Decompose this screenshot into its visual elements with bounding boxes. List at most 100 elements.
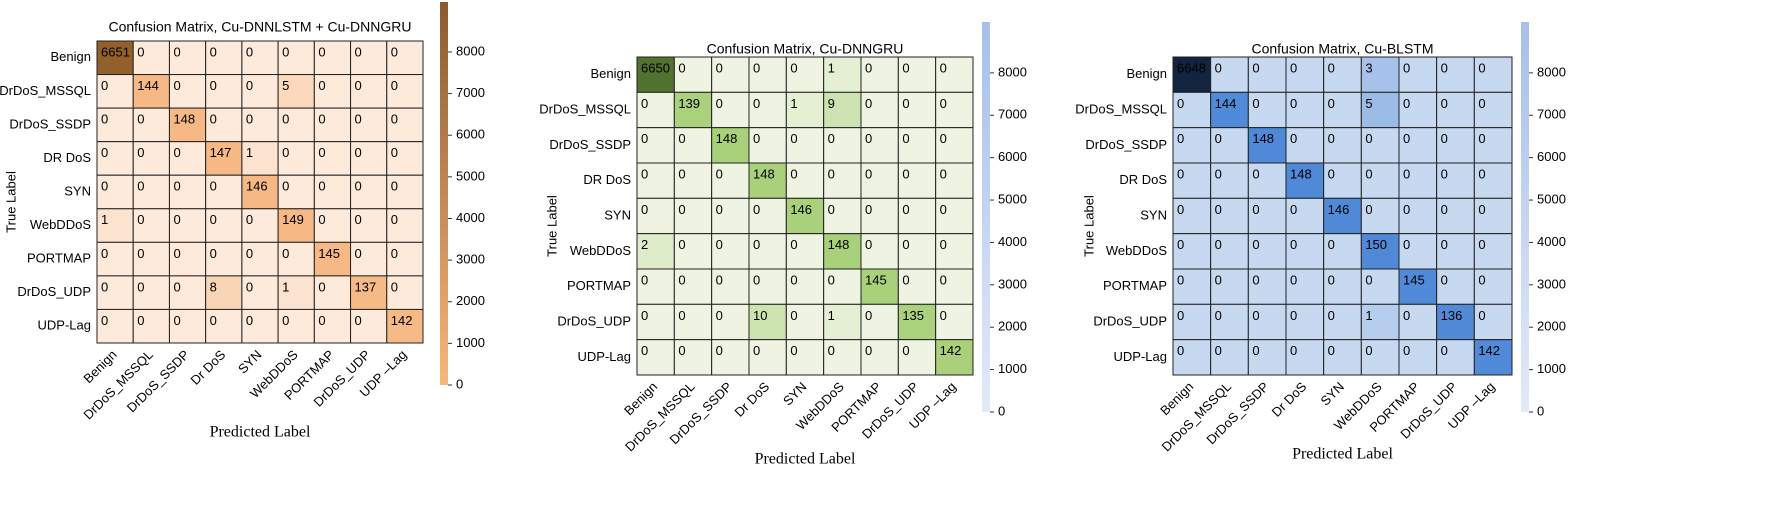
cell-label: 0 — [282, 246, 289, 261]
heatmap-cell — [823, 91, 862, 129]
cell-label: 0 — [101, 179, 108, 194]
y-tick-label: DrDoS_UDP — [17, 284, 91, 299]
heatmap-cell — [897, 233, 937, 270]
heatmap-cell — [1210, 233, 1249, 270]
cell-label: 0 — [716, 96, 723, 111]
cell-label: 0 — [716, 60, 723, 75]
heatmap-cell — [1398, 197, 1438, 235]
colorbar-tick-label: 7000 — [998, 107, 1027, 122]
heatmap-cell — [277, 40, 315, 76]
heatmap-cell — [277, 174, 315, 210]
cell-label: 0 — [318, 78, 325, 93]
cell-label: 0 — [1177, 237, 1184, 252]
heatmap-cell — [935, 233, 974, 270]
heatmap-cell — [636, 268, 675, 305]
heatmap-cell — [673, 233, 713, 270]
cell-label: 148 — [828, 237, 850, 252]
cell-label: 0 — [137, 112, 144, 127]
heatmap-cell — [1398, 339, 1438, 376]
cell-label: 0 — [1177, 343, 1184, 358]
y-tick-label: Benign — [591, 66, 631, 81]
cell-label: 0 — [641, 343, 648, 358]
heatmap-cell — [386, 308, 424, 344]
cell-label: 0 — [753, 202, 760, 217]
heatmap-cell — [96, 174, 134, 210]
heatmap-cell — [673, 303, 713, 341]
cell-label: 0 — [1177, 166, 1184, 181]
heatmap-cell — [350, 40, 388, 76]
heatmap-cell — [711, 268, 750, 305]
x-tick-label: Dr DoS — [188, 347, 229, 388]
y-tick-label: DR DoS — [1119, 172, 1167, 187]
heatmap-cell — [935, 303, 974, 341]
cell-label: 0 — [790, 343, 797, 358]
heatmap-cell — [350, 74, 388, 109]
cell-label: 0 — [716, 202, 723, 217]
cell-label: 148 — [173, 112, 195, 127]
cell-label: 8 — [210, 279, 217, 294]
cell-label: 0 — [210, 212, 217, 227]
cell-label: 0 — [1328, 166, 1335, 181]
heatmap-cell — [897, 268, 937, 305]
cell-label: 0 — [101, 78, 108, 93]
cell-label: 0 — [1290, 131, 1297, 146]
cell-label: 0 — [1290, 60, 1297, 75]
y-tick-label: SYN — [1140, 207, 1167, 222]
colorbar-tick-label: 6000 — [456, 127, 485, 142]
cell-label: 144 — [137, 78, 159, 93]
y-tick-label: Benign — [1127, 66, 1167, 81]
cell-label: 0 — [1215, 272, 1222, 287]
heatmap-cell — [1210, 127, 1249, 164]
heatmap-cell — [785, 339, 825, 376]
heatmap-cell — [1398, 268, 1438, 305]
heatmap-cell — [386, 74, 424, 109]
heatmap-cell — [241, 308, 279, 344]
cell-label: 0 — [1441, 131, 1448, 146]
cell-label: 5 — [1365, 96, 1372, 111]
heatmap-cell — [1210, 268, 1249, 305]
y-axis-label: True Label — [3, 171, 18, 233]
heatmap-cell — [673, 197, 713, 235]
cell-label: 0 — [902, 272, 909, 287]
heatmap-cell — [1473, 268, 1513, 305]
heatmap-cell — [1210, 91, 1249, 129]
heatmap-cell — [168, 308, 207, 344]
y-tick-label: UDP-Lag — [38, 318, 91, 333]
heatmap-cell — [1323, 339, 1362, 376]
cell-label: 0 — [641, 96, 648, 111]
heatmap-cell — [1473, 197, 1513, 235]
cell-label: 0 — [902, 131, 909, 146]
heatmap-cell — [1285, 268, 1325, 305]
cell-label: 135 — [902, 308, 924, 323]
cell-label: 0 — [1328, 272, 1335, 287]
heatmap-cell — [897, 91, 937, 129]
cell-label: 0 — [865, 343, 872, 358]
cell-label: 0 — [1365, 166, 1372, 181]
cell-label: 0 — [173, 212, 180, 227]
cell-label: 0 — [1328, 131, 1335, 146]
cell-label: 146 — [246, 179, 268, 194]
cell-label: 0 — [1177, 202, 1184, 217]
cell-label: 0 — [1478, 308, 1485, 323]
cell-label: 0 — [678, 202, 685, 217]
heatmap-cell — [168, 74, 207, 109]
heatmap-cell — [1473, 162, 1513, 199]
heatmap-cell — [785, 91, 825, 129]
cell-label: 0 — [1441, 272, 1448, 287]
colorbar-tick-label: 0 — [998, 403, 1005, 418]
colorbar-tick-label: 5000 — [1537, 191, 1566, 206]
heatmap-cell — [96, 141, 134, 176]
cell-label: 0 — [678, 60, 685, 75]
cell-label: 0 — [1403, 202, 1410, 217]
heatmap-cell — [1360, 233, 1400, 270]
heatmap-cell — [1210, 56, 1249, 93]
cell-label: 0 — [318, 279, 325, 294]
heatmap-cell — [748, 303, 787, 341]
cell-label: 0 — [355, 112, 362, 127]
colorbar — [982, 22, 990, 412]
y-tick-label: Benign — [51, 49, 91, 64]
cell-label: 0 — [1403, 343, 1410, 358]
colorbar-tick-label: 3000 — [456, 252, 485, 267]
cell-label: 0 — [1365, 343, 1372, 358]
cell-label: 0 — [246, 212, 253, 227]
